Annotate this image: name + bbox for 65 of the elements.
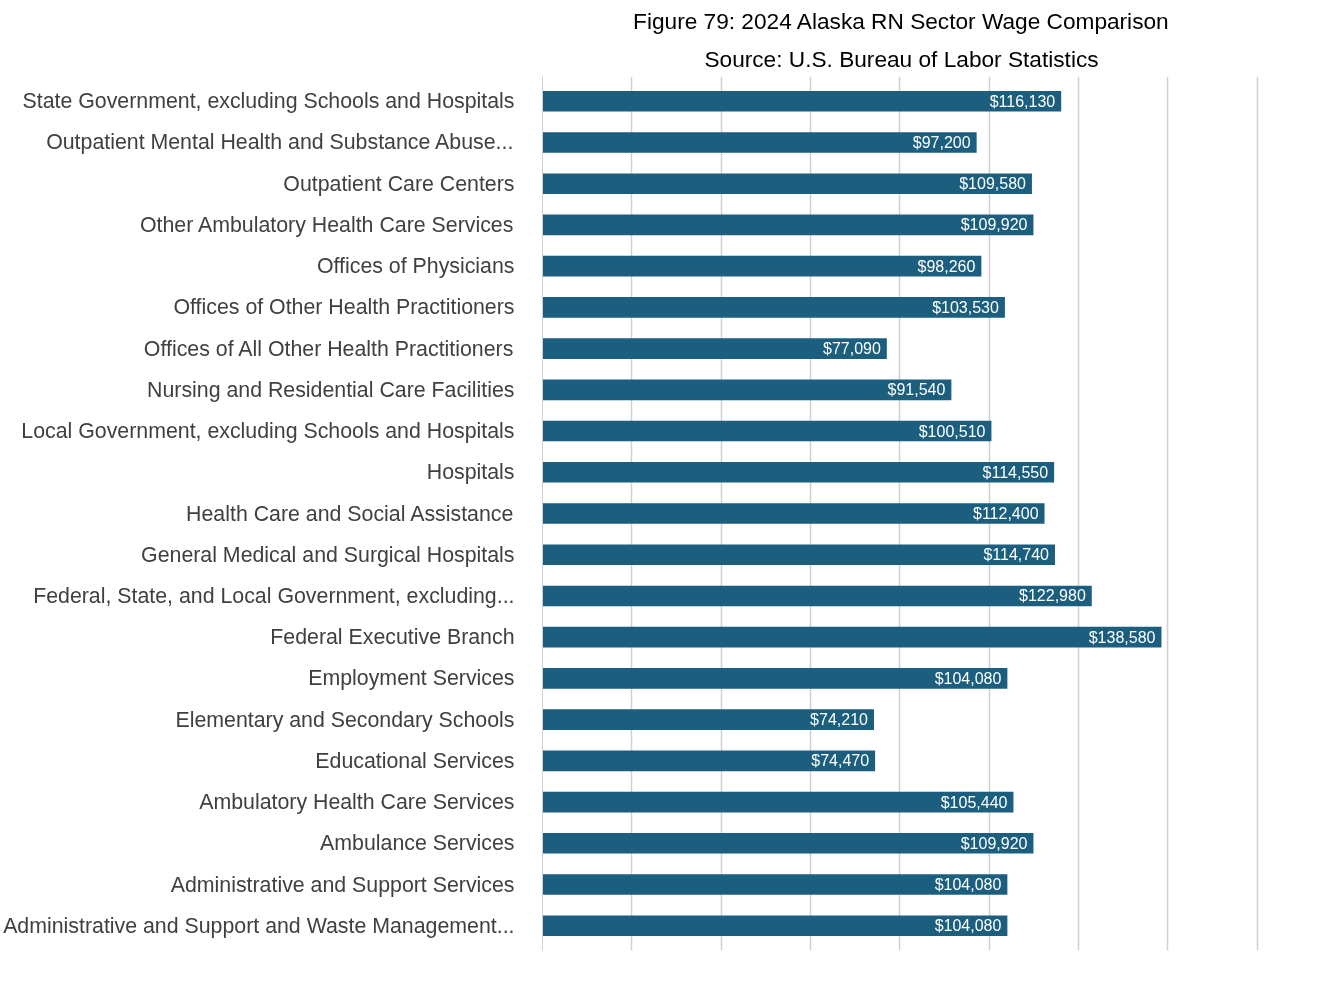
y-tick-label: Elementary and Secondary Schools — [175, 707, 515, 732]
y-tick-label: General Medical and Surgical Hospitals — [141, 542, 515, 567]
chart-title: Figure 79: 2024 Alaska RN Sector Wage Comparison — [633, 7, 1169, 34]
bar — [542, 420, 992, 442]
bar — [542, 668, 1008, 689]
bar — [542, 132, 977, 153]
data-label: $91,540 — [887, 381, 946, 399]
data-label: $104,080 — [934, 669, 1002, 687]
bar — [542, 791, 1014, 813]
data-label: $114,740 — [983, 546, 1050, 564]
y-tick-label: Other Ambulatory Health Care Services — [139, 212, 514, 237]
data-label: $103,530 — [932, 298, 1000, 316]
y-tick-label: Offices of Other Health Practitioners — [173, 295, 515, 320]
y-tick-label: Health Care and Social Assistance — [186, 501, 514, 526]
data-label: $112,400 — [972, 505, 1039, 522]
bar — [542, 833, 1034, 854]
y-tick-label: Ambulance Services — [320, 831, 515, 856]
y-tick-label: Educational Services — [315, 748, 515, 773]
bar — [542, 585, 1092, 607]
bar — [542, 214, 1034, 236]
bar — [542, 915, 1008, 937]
bar — [542, 461, 1055, 483]
data-label: $100,510 — [918, 422, 986, 440]
data-label: $114,550 — [982, 463, 1049, 481]
y-tick-label: Federal, State, and Local Government, excluding... — [33, 583, 515, 608]
bar — [542, 90, 1062, 112]
y-tick-label: Administrative and Support Services — [170, 872, 515, 897]
y-tick-label: Offices of All Other Health Practitioners — [143, 336, 514, 361]
bar — [542, 338, 887, 359]
y-tick-label: Local Government, excluding Schools and Hospitals — [21, 419, 515, 444]
bar — [542, 874, 1008, 895]
y-tick-label: Administrative and Support and Waste Management... — [3, 913, 515, 938]
data-label: $138,580 — [1088, 628, 1156, 646]
bar — [542, 379, 952, 401]
data-label: $109,920 — [960, 216, 1028, 234]
bar — [542, 297, 1005, 318]
bar — [542, 173, 1032, 194]
y-tick-label: State Government, excluding Schools and Hospitals — [22, 89, 515, 114]
bar — [542, 544, 1055, 566]
data-label: $74,210 — [810, 711, 869, 729]
bar — [542, 709, 874, 730]
y-tick-label: Federal Executive Branch — [270, 625, 515, 650]
data-label: $97,200 — [912, 133, 971, 151]
bar — [542, 255, 982, 277]
bar — [542, 626, 1162, 648]
data-label: $98,260 — [917, 257, 976, 275]
y-tick-label: Outpatient Mental Health and Substance Abuse... — [46, 130, 514, 155]
data-label: $109,580 — [959, 175, 1027, 193]
y-tick-label: Ambulatory Health Care Services — [199, 790, 515, 815]
y-tick-label: Hospitals — [426, 460, 515, 485]
data-label: $104,080 — [934, 917, 1002, 935]
data-label: $122,980 — [1019, 587, 1086, 605]
y-tick-label: Offices of Physicians — [316, 254, 515, 279]
data-label: $104,080 — [934, 876, 1002, 894]
chart-subtitle: Source: U.S. Bureau of Labor Statistics — [704, 45, 1099, 72]
data-label: $116,130 — [989, 92, 1056, 110]
data-label: $74,470 — [811, 752, 870, 770]
data-label: $109,920 — [960, 834, 1028, 852]
data-label: $77,090 — [822, 340, 881, 358]
y-tick-label: Employment Services — [308, 666, 515, 691]
y-tick-label: Outpatient Care Centers — [283, 171, 515, 196]
y-tick-label: Nursing and Residential Care Facilities — [147, 377, 515, 402]
bar — [542, 503, 1045, 524]
data-label: $105,440 — [940, 793, 1008, 811]
bar — [542, 750, 876, 772]
